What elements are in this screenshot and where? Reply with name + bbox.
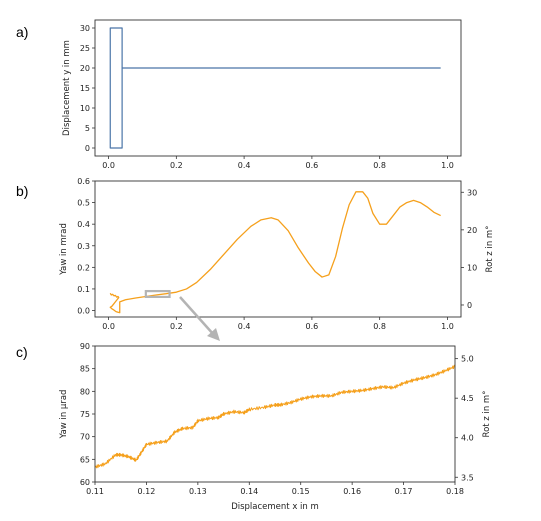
x-tick-label: 0.12 [138, 487, 156, 496]
x-tick-label: 0.14 [240, 487, 258, 496]
zoom-connector [179, 296, 215, 336]
y-tick-label: 0.6 [77, 177, 90, 186]
y-tick-label: 0.1 [77, 285, 90, 294]
y-axis-label-c: Yaw in µrad [59, 390, 69, 440]
x-tick-label: 0.8 [373, 322, 386, 331]
y-tick-label: 0.3 [77, 242, 90, 251]
y-axis-label-a: Displacement y in mm [62, 40, 72, 136]
y2-axis-label-b: Rot z in m° [485, 226, 495, 273]
plot-frame-c [94, 345, 456, 483]
x-tick-label: 0.2 [170, 322, 183, 331]
y-tick-label: 25 [80, 44, 90, 53]
y2-tick-label: 10 [467, 263, 477, 272]
y-tick-label: 30 [80, 24, 90, 33]
x-tick-label: 0.4 [238, 161, 251, 170]
series-line-2-1 [109, 191, 441, 314]
x-tick-label: 0.18 [446, 487, 464, 496]
plot-frame-b [94, 180, 462, 318]
y-tick-label: 10 [80, 104, 90, 113]
x-tick-label: 0.16 [343, 487, 361, 496]
x-tick-label: 0.15 [292, 487, 310, 496]
x-tick-label: 0.0 [102, 161, 115, 170]
y-tick-label: 15 [80, 84, 90, 93]
panel-label-a: a) [16, 24, 28, 40]
x-tick-label: 0.8 [373, 161, 386, 170]
y2-tick-label: 5.0 [461, 355, 474, 364]
y-tick-label: 90 [80, 342, 90, 351]
y2-axis-label-c: Rot z in m° [482, 391, 492, 438]
x-tick-label: 1.0 [441, 322, 454, 331]
zoom-arrow-icon [207, 328, 220, 341]
panel-label-b: b) [16, 183, 28, 199]
x-axis-label-c: Displacement x in m [231, 502, 319, 512]
y-tick-label: 80 [80, 387, 90, 396]
x-tick-label: 0.13 [189, 487, 207, 496]
series-line-1-1 [109, 27, 441, 149]
y-tick-label: 0.0 [77, 307, 90, 316]
y-tick-label: 75 [80, 410, 90, 419]
x-tick-label: 0.6 [306, 161, 319, 170]
y2-tick-label: 4.0 [461, 434, 474, 443]
y-tick-label: 0 [85, 144, 90, 153]
x-tick-label: 1.0 [441, 161, 454, 170]
panel-label-c: c) [16, 344, 28, 360]
y-axis-label-b: Yaw in mrad [59, 223, 69, 276]
y-tick-label: 85 [80, 365, 90, 374]
y-tick-label: 20 [80, 64, 90, 73]
inset-box [144, 289, 171, 299]
y-tick-label: 60 [80, 478, 90, 487]
x-tick-label: 0.0 [102, 322, 115, 331]
plot-frame-a [94, 19, 462, 157]
y2-tick-label: 20 [467, 226, 477, 235]
chart-panel-c: 0.11 0.12 0.13 0.14 0.15 0.16 0.17 0.18 60 65 70 75… [59, 342, 492, 512]
y2-tick-label: 3.5 [461, 473, 474, 482]
chart-panel-b: 0.0 0.2 0.4 0.6 0.8 1.0 0.0 0.1 0.2 0.3 0.4 0.5 0.6 0… [59, 177, 495, 331]
y2-tick-label: 4.5 [461, 394, 474, 403]
y-tick-label: 5 [85, 124, 90, 133]
y-tick-label: 0.5 [77, 199, 90, 208]
y2-tick-label: 0 [467, 301, 472, 310]
y-tick-label: 70 [80, 433, 90, 442]
x-tick-label: 0.17 [395, 487, 413, 496]
x-tick-label: 0.11 [86, 487, 104, 496]
y-tick-label: 65 [80, 455, 90, 464]
series-line-3-1 [94, 364, 456, 469]
y2-tick-label: 30 [467, 188, 477, 197]
x-tick-label: 0.6 [306, 322, 319, 331]
x-tick-label: 0.4 [238, 322, 251, 331]
chart-panel-a: 0.0 0.2 0.4 0.6 0.8 1.0 0 5 10 15 20 25 30 Displacem… [62, 19, 462, 170]
x-tick-label: 0.2 [170, 161, 183, 170]
y-tick-label: 0.4 [77, 220, 90, 229]
y-tick-label: 0.2 [77, 263, 90, 272]
